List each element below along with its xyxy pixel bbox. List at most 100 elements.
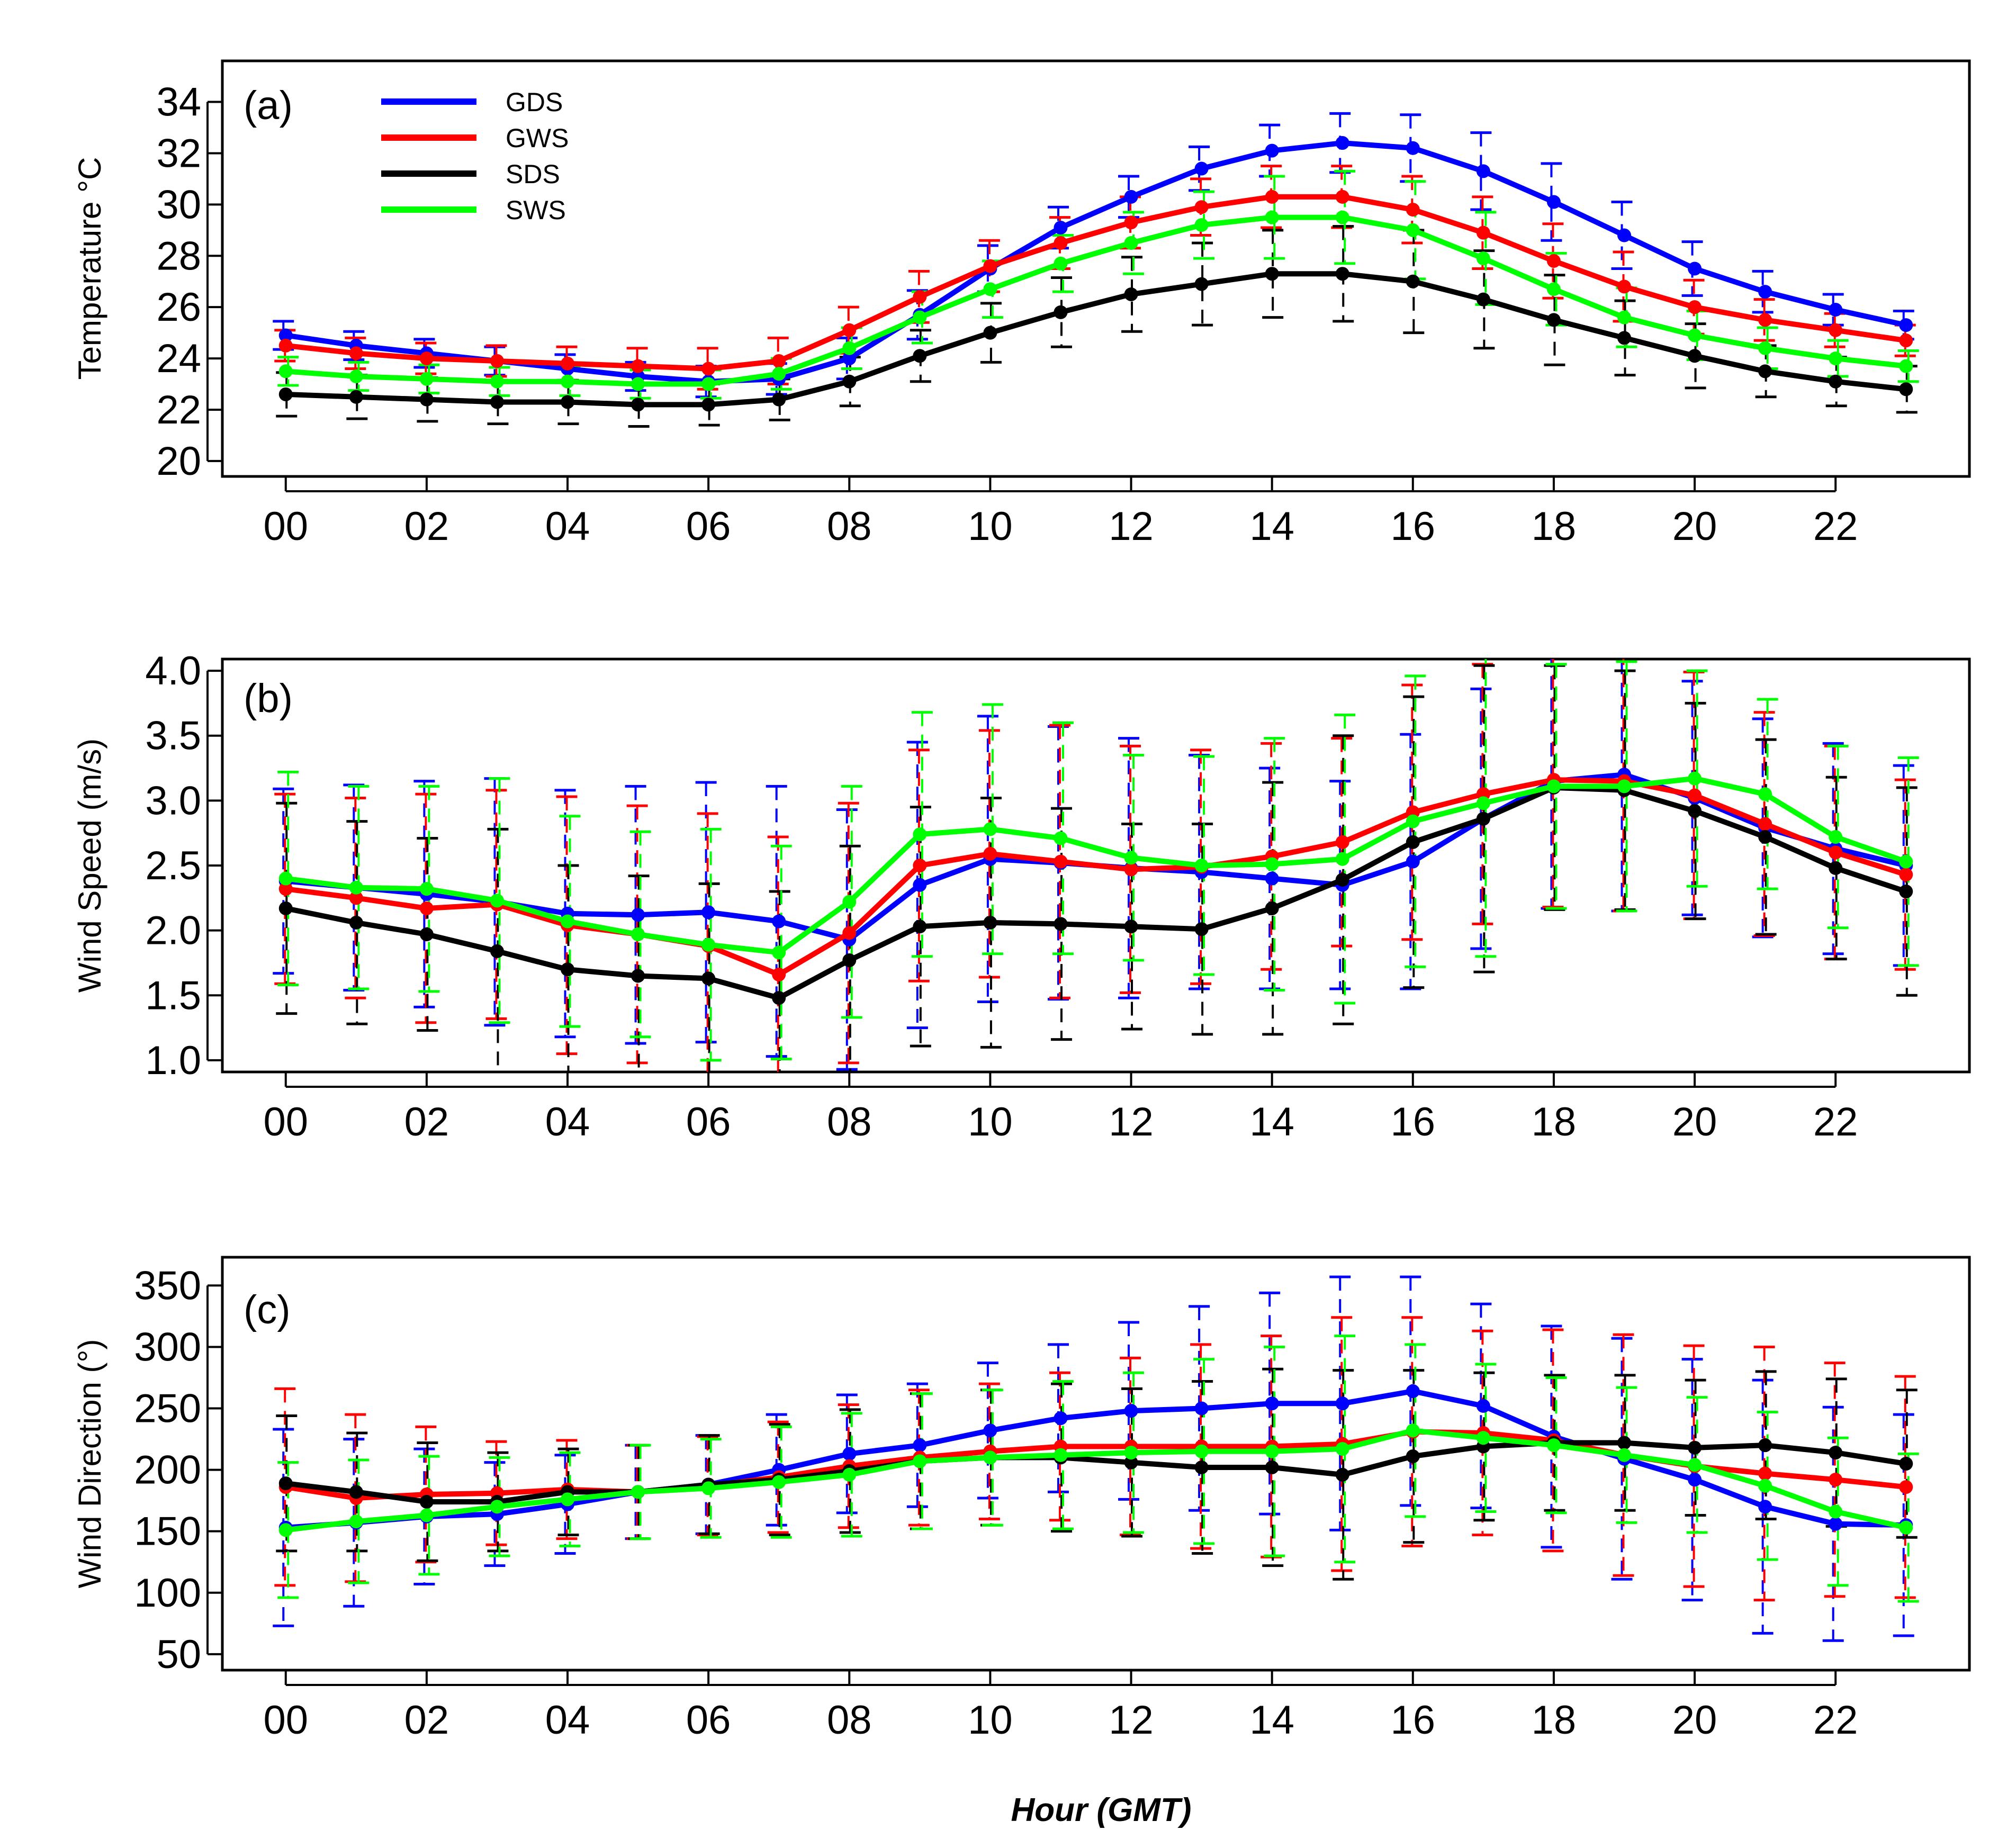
data-point bbox=[1758, 1438, 1772, 1453]
x-tick-label: 12 bbox=[1109, 504, 1154, 549]
data-point bbox=[419, 372, 434, 386]
data-point bbox=[1546, 254, 1561, 268]
series-sds bbox=[278, 267, 1913, 412]
data-point bbox=[842, 1467, 857, 1482]
data-point bbox=[1758, 817, 1772, 831]
data-point bbox=[1617, 1436, 1631, 1450]
x-tick-label: 14 bbox=[1249, 1099, 1294, 1144]
data-point bbox=[1054, 917, 1068, 931]
y-tick-label: 350 bbox=[134, 1263, 201, 1308]
y-tick-label: 250 bbox=[134, 1386, 201, 1431]
plot-frame bbox=[221, 1256, 1971, 1672]
data-point bbox=[983, 822, 997, 836]
y-tick-label: 2.5 bbox=[145, 843, 201, 888]
data-point bbox=[1194, 161, 1209, 176]
data-point bbox=[1758, 285, 1772, 299]
data-point bbox=[983, 1423, 997, 1438]
data-point bbox=[701, 971, 716, 986]
data-point bbox=[349, 915, 363, 930]
data-point bbox=[772, 1475, 786, 1489]
data-point bbox=[1899, 868, 1913, 882]
x-tick-label: 04 bbox=[545, 1099, 590, 1144]
data-point bbox=[1194, 218, 1209, 232]
data-point bbox=[1335, 835, 1349, 849]
data-point bbox=[278, 901, 293, 915]
x-tick-label: 18 bbox=[1532, 1698, 1577, 1743]
data-point bbox=[1194, 859, 1209, 872]
x-tick-label: 02 bbox=[404, 1698, 449, 1743]
data-point bbox=[561, 1492, 575, 1507]
data-point bbox=[1265, 1460, 1279, 1474]
series-line-sds bbox=[285, 1440, 1907, 1504]
data-point bbox=[1406, 141, 1420, 155]
data-point bbox=[1265, 190, 1279, 204]
y-tick-label: 4.0 bbox=[145, 648, 201, 693]
x-tick-label: 18 bbox=[1532, 1099, 1577, 1144]
data-point bbox=[1829, 374, 1843, 389]
data-point bbox=[701, 398, 716, 412]
data-point bbox=[983, 326, 997, 340]
data-point bbox=[1688, 328, 1702, 342]
x-tick-label: 08 bbox=[827, 1099, 872, 1144]
data-point bbox=[349, 369, 363, 384]
panel-a-temperature: (a) Temperature °C 20 22 24 26 28 30 32 34 00 02 0… bbox=[72, 59, 1971, 549]
data-point bbox=[490, 354, 504, 368]
data-point bbox=[1124, 1404, 1138, 1418]
data-point bbox=[1194, 200, 1209, 214]
data-point bbox=[913, 827, 927, 842]
y-tick-label: 1.5 bbox=[145, 973, 201, 1018]
data-point bbox=[1335, 1396, 1349, 1411]
data-point bbox=[1688, 804, 1702, 818]
data-point bbox=[1546, 282, 1561, 296]
x-tick-label: 16 bbox=[1391, 504, 1436, 549]
data-point bbox=[701, 1481, 716, 1495]
axes: 1.0 1.5 2.0 2.5 3.0 3.5 4.0 00 02 04 06 08 10 12 14 16 1… bbox=[145, 648, 1858, 1144]
data-point bbox=[1758, 313, 1772, 327]
y-axis-title: Wind Speed (m/s) bbox=[72, 738, 107, 993]
panel-b-wind-speed: (b) Wind Speed (m/s) 1.0 1.5 2.0 2.5 3.0 3.5 4… bbox=[72, 648, 1971, 1144]
x-tick-label: 00 bbox=[263, 504, 308, 549]
y-tick-label: 30 bbox=[156, 182, 201, 227]
data-point bbox=[1899, 382, 1913, 396]
data-point bbox=[772, 991, 786, 1005]
data-point bbox=[983, 1450, 997, 1465]
data-point bbox=[1406, 835, 1420, 849]
data-point bbox=[1546, 195, 1561, 209]
data-point bbox=[1194, 1401, 1209, 1416]
data-point bbox=[1124, 236, 1138, 250]
data-point bbox=[1758, 1479, 1772, 1493]
data-point bbox=[1054, 831, 1068, 845]
series-group bbox=[273, 1275, 1919, 1642]
data-point bbox=[1124, 851, 1138, 865]
data-point bbox=[1265, 901, 1279, 915]
data-point bbox=[1829, 323, 1843, 337]
data-point bbox=[1617, 331, 1631, 345]
data-point bbox=[842, 351, 857, 366]
data-point bbox=[701, 362, 716, 376]
data-point bbox=[561, 374, 575, 389]
y-tick-label: 34 bbox=[156, 80, 201, 125]
data-point bbox=[1829, 1517, 1843, 1531]
data-point bbox=[1406, 203, 1420, 217]
series-group bbox=[273, 112, 1919, 428]
data-point bbox=[278, 882, 293, 896]
data-point bbox=[561, 962, 575, 977]
data-point bbox=[349, 1515, 363, 1529]
y-tick-label: 20 bbox=[156, 439, 201, 484]
data-point bbox=[1688, 1458, 1702, 1472]
data-point bbox=[1899, 333, 1913, 348]
data-point bbox=[349, 390, 363, 404]
y-tick-label: 50 bbox=[156, 1632, 201, 1677]
data-point bbox=[1758, 830, 1772, 844]
legend-label-sds: SDS bbox=[506, 159, 560, 189]
data-point bbox=[561, 395, 575, 409]
data-point bbox=[1829, 1446, 1843, 1460]
x-tick-label: 00 bbox=[263, 1099, 308, 1144]
data-point bbox=[1054, 854, 1068, 869]
data-point bbox=[419, 927, 434, 941]
data-point bbox=[1335, 852, 1349, 866]
data-point bbox=[913, 878, 927, 892]
data-point bbox=[1124, 1446, 1138, 1460]
data-point bbox=[1476, 226, 1490, 240]
data-point bbox=[419, 392, 434, 407]
